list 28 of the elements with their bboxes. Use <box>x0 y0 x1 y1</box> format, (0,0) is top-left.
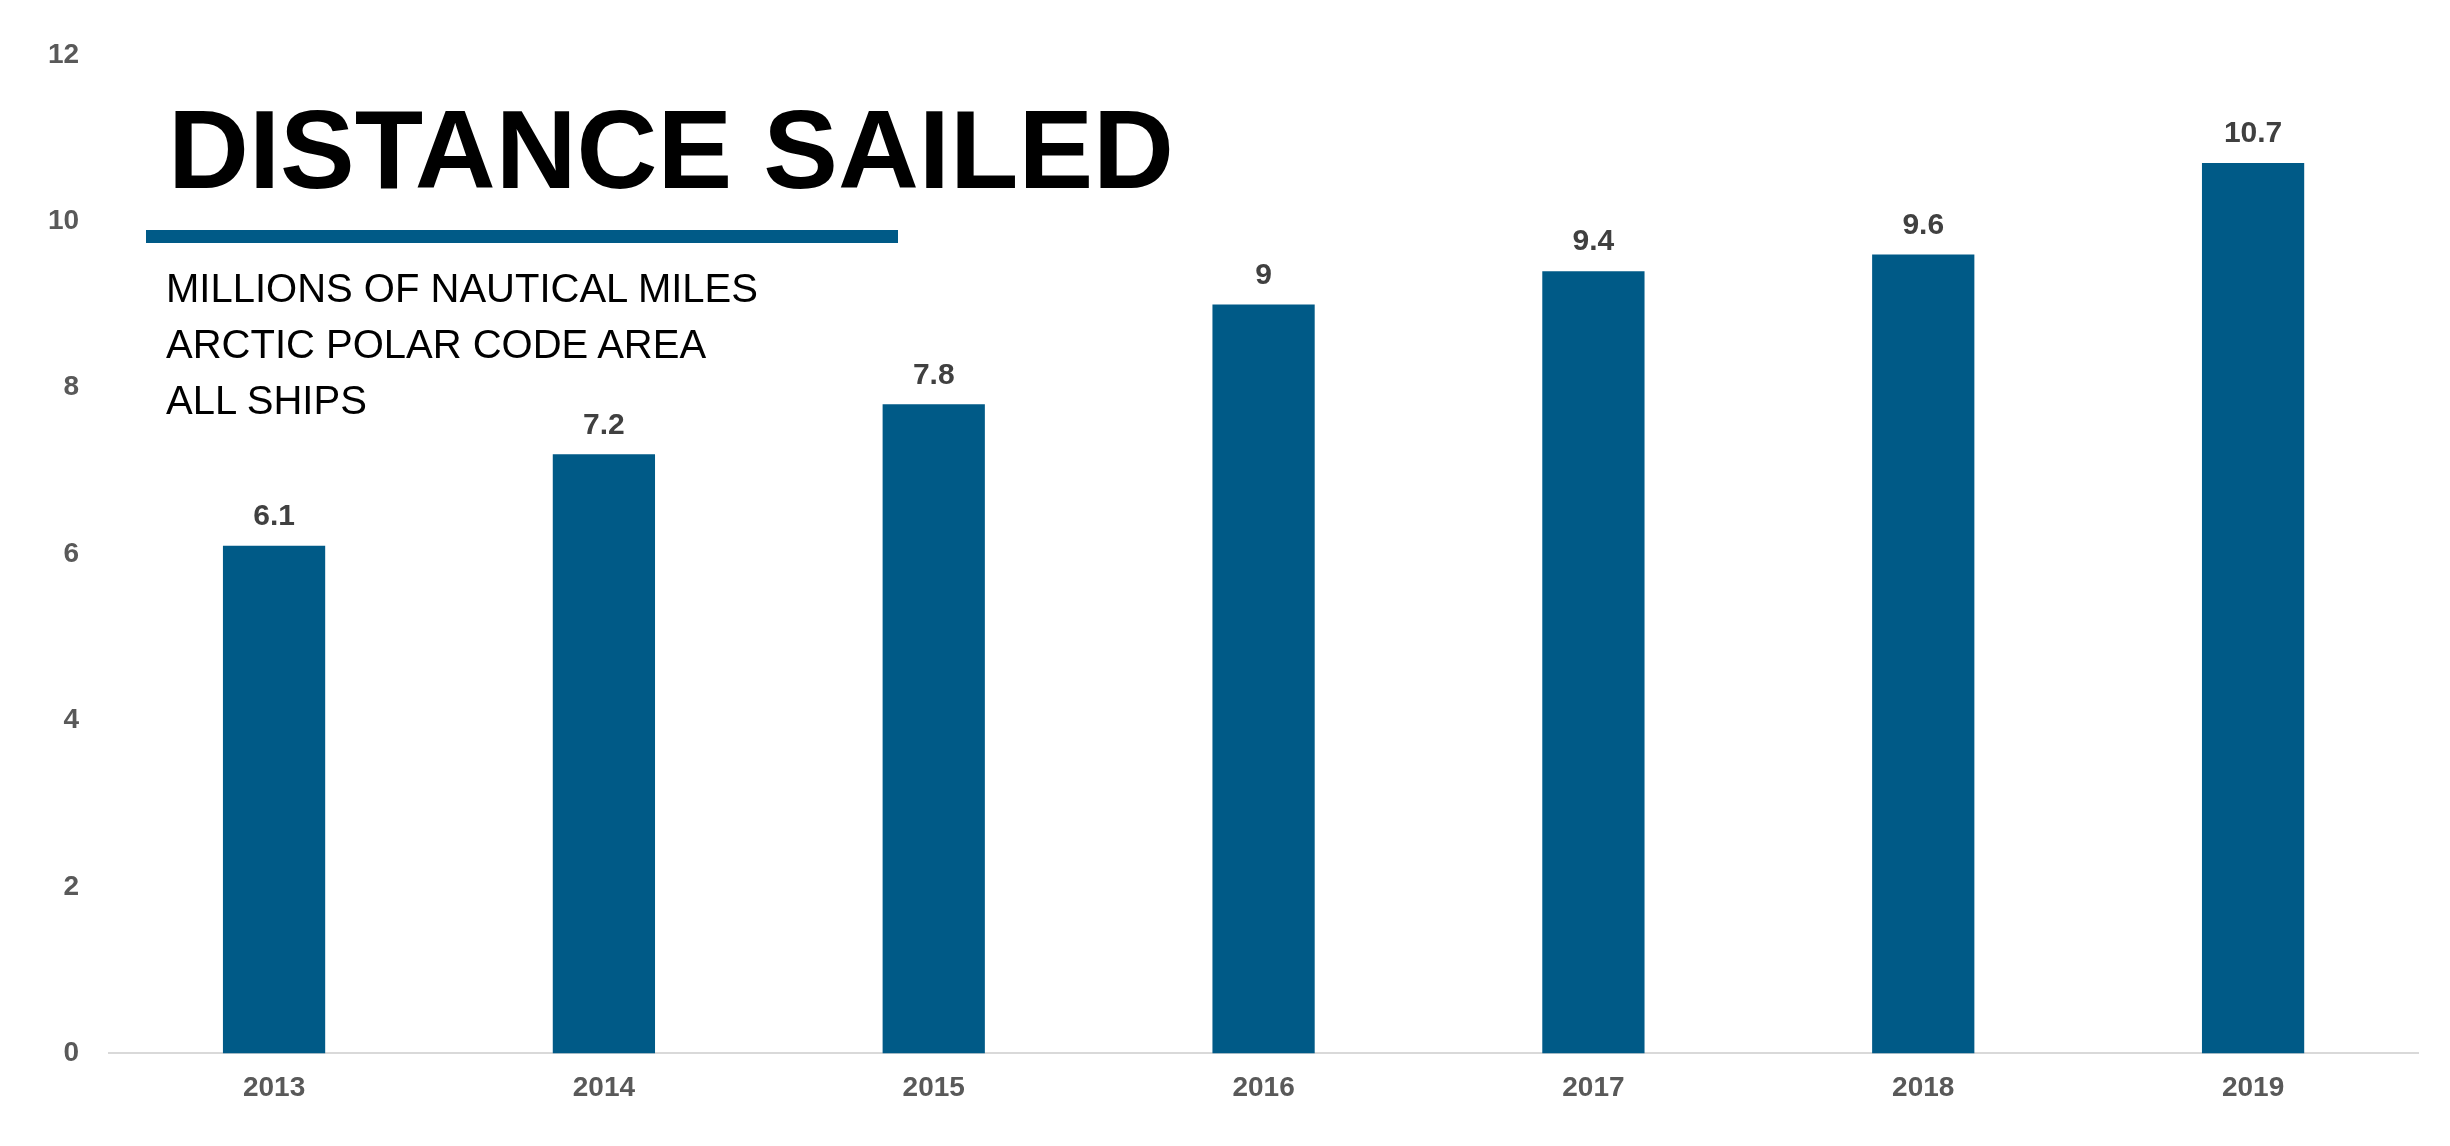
y-tick-label: 4 <box>63 703 80 735</box>
chart-title: DISTANCE SAILED <box>168 87 1174 212</box>
x-tick-label: 2019 <box>2221 1070 2285 1102</box>
y-tick-label: 6 <box>63 536 80 568</box>
x-tick-label: 2018 <box>1892 1070 1955 1102</box>
x-tick-label: 2016 <box>1232 1070 1295 1102</box>
data-label: 9.4 <box>1572 223 1615 257</box>
y-tick-label: 2 <box>63 869 80 901</box>
bar <box>552 454 656 1054</box>
bar <box>882 404 985 1054</box>
bar <box>1212 304 1315 1054</box>
x-tick-label: 2014 <box>572 1070 636 1102</box>
x-tick-label: 2017 <box>1562 1070 1625 1102</box>
data-label: 7.8 <box>912 356 955 390</box>
data-label: 9 <box>1255 256 1272 290</box>
bar <box>1872 254 1975 1054</box>
y-tick-label: 12 <box>47 37 80 69</box>
x-tick-label: 2015 <box>902 1070 965 1102</box>
x-tick-label: 2013 <box>242 1070 306 1102</box>
y-tick-label: 8 <box>63 370 80 402</box>
data-label: 9.6 <box>1902 206 1945 240</box>
bar <box>1542 271 1645 1054</box>
bar <box>2201 162 2305 1054</box>
y-tick-label: 10 <box>47 203 80 235</box>
data-label: 6.1 <box>253 498 295 532</box>
bar <box>222 545 326 1054</box>
y-tick-label: 0 <box>63 1036 80 1068</box>
data-label: 10.7 <box>2223 115 2283 149</box>
